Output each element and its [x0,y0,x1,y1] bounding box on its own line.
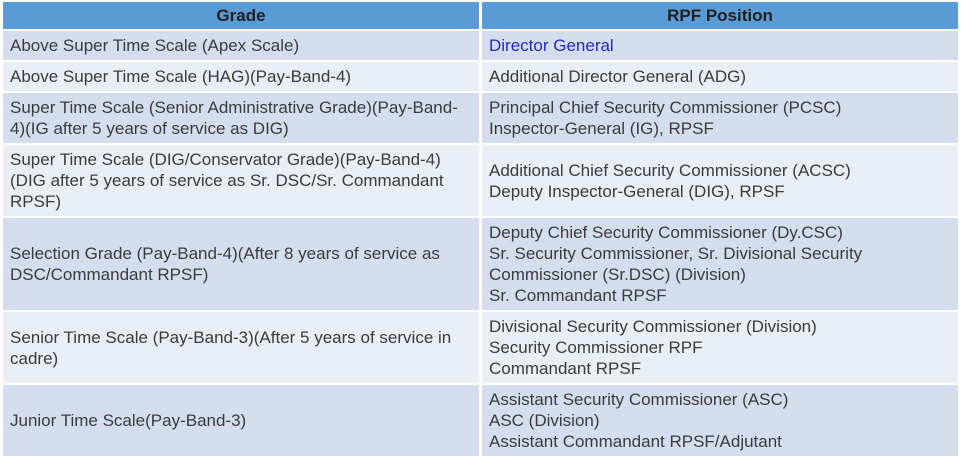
column-header-grade: Grade [3,2,479,29]
director-general-link[interactable]: Director General [489,36,614,55]
column-header-rpf-position: RPF Position [482,2,958,29]
position-cell: Principal Chief Security Commissioner (P… [482,93,958,143]
table-row: Super Time Scale (DIG/Conservator Grade)… [3,145,958,216]
table-body: Above Super Time Scale (Apex Scale) Direc… [3,31,958,456]
table-row: Super Time Scale (Senior Administrative … [3,93,958,143]
position-cell: Assistant Security Commissioner (ASC) ASC… [482,385,958,456]
table-header: Grade RPF Position [3,2,958,29]
table-row: Selection Grade (Pay-Band-4)(After 8 yea… [3,218,958,310]
position-line: Commandant RPSF [489,359,642,378]
position-line: Principal Chief Security Commissioner (P… [489,98,842,117]
grade-cell: Above Super Time Scale (HAG)(Pay-Band-4) [3,62,479,91]
position-line: Assistant Security Commissioner (ASC) [489,390,789,409]
position-cell: Additional Director General (ADG) [482,62,958,91]
position-line: Additional Chief Security Commissioner (… [489,160,851,180]
position-line: Divisional Security Commissioner (Divisi… [489,317,817,336]
position-line: Additional Director General (ADG) [489,67,746,86]
header-row: Grade RPF Position [3,2,958,29]
table-row: Above Super Time Scale (HAG)(Pay-Band-4)… [3,62,958,91]
position-cell: Director General [482,31,958,60]
grade-cell: Above Super Time Scale (Apex Scale) [3,31,479,60]
position-cell: Deputy Chief Security Commissioner (Dy.C… [482,218,958,310]
grade-cell: Junior Time Scale(Pay-Band-3) [3,385,479,456]
position-line: Security Commissioner RPF [489,338,703,357]
position-line: Sr. Security Commissioner, Sr. Divisiona… [489,244,863,284]
table-row: Junior Time Scale(Pay-Band-3) Assistant S… [3,385,958,456]
position-line: Deputy Inspector-General (DIG), RPSF [489,181,785,201]
grade-cell: Selection Grade (Pay-Band-4)(After 8 yea… [3,218,479,310]
position-line: Deputy Chief Security Commissioner (Dy.C… [489,223,843,242]
grade-cell: Super Time Scale (Senior Administrative … [3,93,479,143]
position-cell: Divisional Security Commissioner (Divisi… [482,312,958,383]
grade-cell: Senior Time Scale (Pay-Band-3)(After 5 y… [3,312,479,383]
grade-cell: Super Time Scale (DIG/Conservator Grade)… [3,145,479,216]
position-line: ASC (Division) [489,411,600,430]
position-line: Sr. Commandant RPSF [489,286,667,305]
table-row: Above Super Time Scale (Apex Scale) Direc… [3,31,958,60]
table-row: Senior Time Scale (Pay-Band-3)(After 5 y… [3,312,958,383]
position-cell: Additional Chief Security Commissioner (… [482,145,958,216]
position-line: Inspector-General (IG), RPSF [489,119,714,138]
position-line: Assistant Commandant RPSF/Adjutant [489,432,782,451]
